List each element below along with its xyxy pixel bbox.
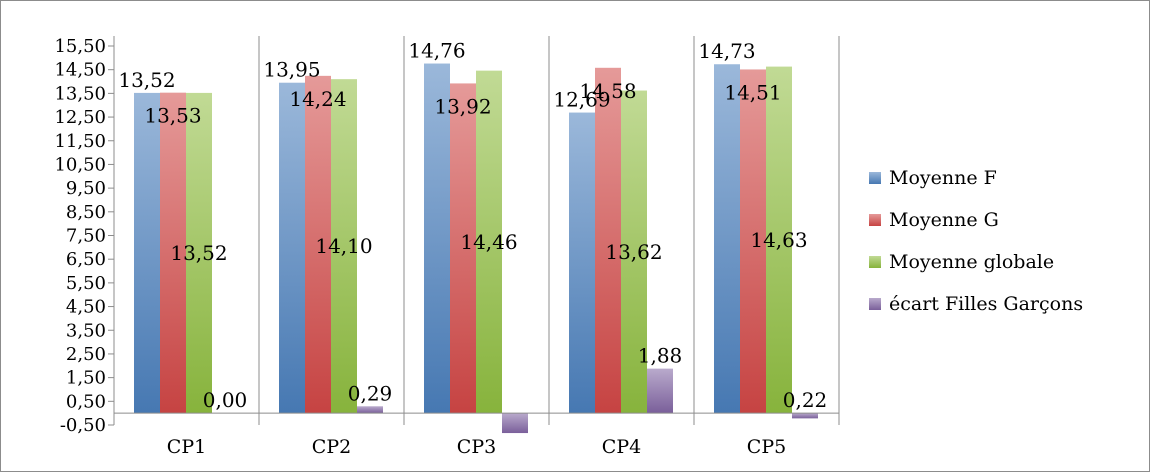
data-label: 13,53 (144, 104, 201, 128)
category-label: CP4 (602, 436, 641, 458)
data-labels: CP1 CP2 CP3 CP4 CP5 13,52 13,95 14,76 12,69 14,73… (118, 39, 827, 458)
legend-swatch (869, 256, 881, 268)
data-label: 14,46 (460, 230, 517, 254)
y-tick-label: 0,50 (66, 391, 106, 412)
data-label: 13,92 (434, 94, 491, 118)
bar (424, 63, 450, 414)
category-label: CP1 (167, 436, 206, 458)
bar (305, 75, 331, 414)
data-label: 14,73 (698, 39, 755, 63)
y-tick-label: 15,50 (54, 36, 106, 57)
data-label: 14,76 (408, 39, 465, 63)
data-label: 13,52 (170, 241, 227, 265)
bar (160, 92, 186, 414)
y-tick-label: 4,50 (66, 297, 106, 318)
data-label: 13,95 (263, 58, 320, 82)
legend-swatch (869, 214, 881, 226)
bar (134, 92, 160, 414)
bar (714, 64, 740, 414)
y-tick-label: 3,50 (66, 320, 106, 341)
data-label: 0,29 (348, 381, 393, 405)
y-tick-label: 12,50 (54, 107, 106, 128)
bar (647, 368, 673, 414)
bar (357, 406, 383, 414)
legend-entry: écart Filles Garçons (889, 293, 1083, 315)
data-label: 14,24 (289, 87, 346, 111)
bar (450, 83, 476, 414)
data-label: 14,51 (724, 80, 781, 104)
data-label: 13,62 (605, 240, 662, 264)
data-label: 12,69 (553, 88, 610, 112)
data-label: 14,63 (750, 228, 807, 252)
data-label: 13,52 (118, 68, 175, 92)
y-tick-label: 2,50 (66, 344, 106, 365)
bar (186, 92, 212, 414)
data-label: 1,88 (638, 344, 683, 368)
y-tick-label: 7,50 (66, 226, 106, 247)
category-label: CP5 (747, 436, 786, 458)
data-label: 0,22 (783, 388, 828, 412)
axes: -0,50 0,501,50 2,50 3,504,50 5,50 6,507,50 8,5… (54, 36, 840, 436)
legend-entry: Moyenne globale (889, 251, 1054, 273)
bar (502, 413, 528, 434)
y-tick-label: 6,50 (66, 249, 106, 270)
y-tick-label: -0,50 (60, 415, 106, 436)
legend-swatch (869, 172, 881, 184)
bar (766, 66, 792, 414)
bar (621, 90, 647, 414)
y-tick-label: 10,50 (54, 154, 106, 175)
bar (279, 82, 305, 414)
legend-swatch (869, 298, 881, 310)
category-label: CP2 (312, 436, 351, 458)
bar (740, 69, 766, 414)
bar (792, 413, 818, 419)
bar (476, 70, 502, 414)
legend: Moyenne F Moyenne G Moyenne globale écart F… (869, 167, 1083, 315)
y-tick-label: 13,50 (54, 83, 106, 104)
y-tick-label: 5,50 (66, 273, 106, 294)
y-tick-label: 1,50 (66, 368, 106, 389)
bar (569, 112, 595, 414)
data-label: 0,00 (203, 388, 248, 412)
data-label: 14,10 (315, 234, 372, 258)
bar (331, 79, 357, 414)
category-label: CP3 (457, 436, 496, 458)
bar (595, 67, 621, 414)
legend-entry: Moyenne G (889, 209, 999, 231)
legend-entry: Moyenne F (889, 167, 997, 189)
y-tick-label: 8,50 (66, 202, 106, 223)
bars (134, 63, 818, 434)
y-tick-label: 14,50 (54, 60, 106, 81)
data-label: 14,58 (579, 79, 636, 103)
y-tick-label: 11,50 (54, 131, 106, 152)
y-tick-label: 9,50 (66, 178, 106, 199)
